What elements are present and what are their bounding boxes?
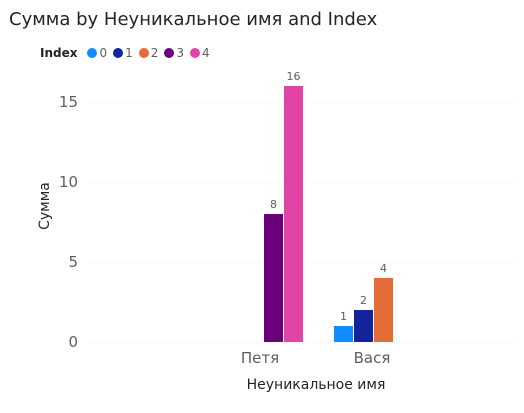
legend-swatch (164, 48, 175, 58)
legend-item[interactable]: 3 (164, 46, 184, 60)
legend-item[interactable]: 1 (113, 46, 133, 60)
y-tick-label: 0 (68, 333, 78, 351)
legend-item[interactable]: 2 (138, 46, 159, 60)
legend-label: 3 (176, 46, 185, 60)
x-tick-label: Петя (241, 349, 279, 367)
y-axis-title: Сумма (37, 182, 53, 230)
legend: Index 0 1 2 3 4 (40, 46, 216, 60)
legend-swatch (138, 48, 149, 58)
x-axis-title: Неуникальное имя (247, 377, 386, 393)
legend-label: 1 (125, 46, 133, 60)
legend-swatch (190, 48, 201, 58)
legend-swatch (113, 48, 124, 58)
bar (264, 214, 283, 342)
chart-title: Сумма by Неуникальное имя and Index (9, 9, 378, 30)
legend-swatch (87, 48, 98, 58)
legend-item[interactable]: 0 (87, 46, 107, 60)
legend-item[interactable]: 4 (190, 46, 210, 60)
legend-items: 0 1 2 3 4 (87, 46, 215, 60)
x-tick-label: Вася (354, 349, 391, 367)
data-label: 16 (287, 70, 301, 83)
data-label: 2 (360, 294, 367, 307)
legend-label: 0 (99, 46, 108, 60)
y-tick-label: 5 (68, 253, 78, 271)
bar (354, 310, 373, 342)
legend-title: Index (40, 46, 78, 60)
bar (374, 278, 393, 342)
data-label: 1 (340, 310, 347, 323)
data-label: 8 (270, 198, 277, 211)
legend-label: 2 (150, 46, 159, 60)
bar (334, 326, 353, 342)
legend-label: 4 (202, 46, 210, 60)
y-tick-label: 10 (59, 173, 78, 191)
y-tick-label: 15 (59, 93, 78, 111)
bar (284, 86, 303, 342)
data-label: 4 (380, 262, 387, 275)
